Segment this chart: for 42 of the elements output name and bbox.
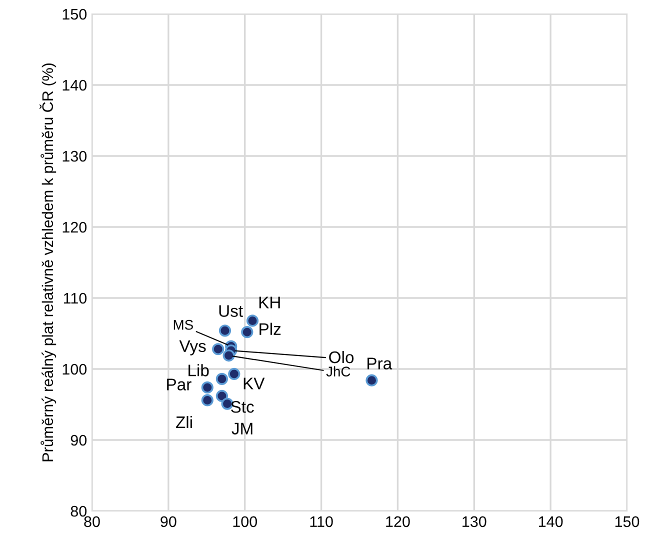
x-tick-label: 150 (615, 516, 640, 528)
point (228, 368, 240, 380)
x-tick-label: 80 (84, 516, 100, 528)
annotation: KV (244, 378, 265, 390)
point (218, 324, 232, 337)
point (366, 374, 378, 386)
annotation: Ust (219, 305, 243, 317)
annotation: JhC (326, 366, 350, 376)
y-tick-label: 100 (62, 364, 87, 375)
annotation: Stc (231, 401, 254, 413)
annotation: Olo (329, 350, 354, 364)
x-tick-label: 130 (462, 516, 486, 528)
point (201, 394, 214, 406)
point (241, 326, 254, 338)
x-tick-label: 120 (386, 516, 410, 528)
y-tick-label: 150 (62, 8, 87, 20)
x-tick-label: 90 (160, 516, 176, 528)
point (212, 343, 224, 356)
point (246, 314, 259, 327)
annotation: MS (174, 320, 193, 330)
annotation: Zli (176, 416, 192, 428)
annotation: Plz (260, 322, 281, 335)
point (216, 372, 228, 385)
annotation: JM (232, 422, 252, 435)
point (216, 390, 228, 402)
x-tick-label: 140 (538, 516, 563, 528)
annotation: Pra (368, 358, 392, 370)
y-axis-title: Průměrný reálný plat relativně vzhledem k průměru ČR (%) (40, 63, 56, 462)
annotation: KH (259, 296, 280, 308)
y-tick-label: 130 (62, 150, 87, 162)
x-tick-label: 100 (233, 516, 258, 528)
annotation: Vys (179, 340, 206, 356)
annotation: Lib (188, 364, 209, 376)
point (201, 381, 214, 394)
y-tick-label: 80 (70, 506, 87, 517)
y-tick-label: 140 (62, 80, 87, 91)
y-tick-label: 120 (62, 222, 87, 233)
y-tick-label: 90 (70, 434, 87, 446)
x-tick-label: 110 (310, 516, 333, 528)
point (222, 349, 235, 362)
annotation: Par (167, 378, 192, 390)
y-tick-label: 110 (64, 292, 87, 304)
